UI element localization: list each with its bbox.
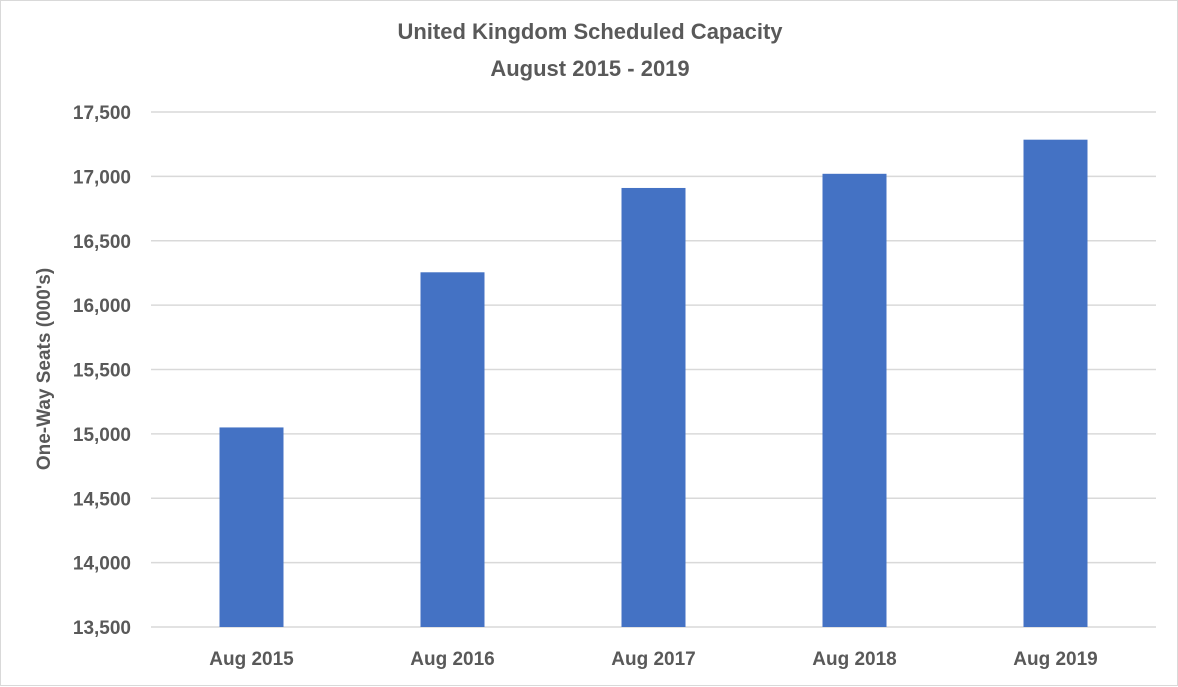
bar [822,173,887,628]
bar [219,427,284,627]
y-tick-label: 14,500 [73,489,131,510]
bar [1023,139,1088,627]
y-tick-label: 16,000 [73,296,131,317]
chart-subtitle: August 2015 - 2019 [490,56,690,81]
bar [621,187,686,627]
bar [420,272,485,627]
y-tick-label: 14,000 [73,554,131,575]
x-tick-label: Aug 2016 [410,649,494,670]
x-tick-label: Aug 2015 [209,649,294,670]
y-tick-label: 17,500 [73,103,131,124]
y-tick-label: 16,500 [73,232,131,253]
y-tick-label: 15,000 [73,425,131,446]
y-tick-label: 15,500 [73,361,131,382]
x-tick-label: Aug 2019 [1013,649,1097,670]
y-tick-label: 17,000 [73,167,131,188]
x-tick-label: Aug 2017 [611,649,695,670]
chart-title: United Kingdom Scheduled Capacity [397,19,783,44]
y-tick-label: 13,500 [73,618,131,639]
x-tick-label: Aug 2018 [812,649,896,670]
